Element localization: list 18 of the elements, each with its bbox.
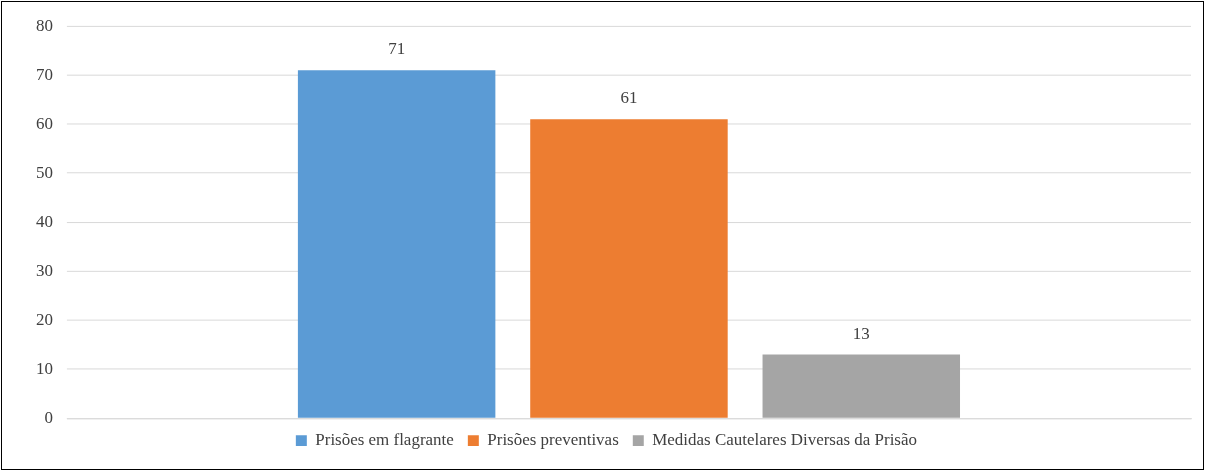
legend-label: Medidas Cautelares Diversas da Prisão [652,430,917,450]
y-tick-label: 30 [35,260,53,280]
y-tick-label: 50 [35,162,53,182]
y-tick-label: 60 [35,113,53,133]
y-tick-label: 70 [35,64,53,84]
bar [530,119,728,418]
data-label: 13 [852,323,870,343]
bar [297,70,496,418]
data-label: 61 [620,88,638,108]
data-label: 71 [388,39,406,59]
legend-label: Prisões preventivas [487,430,619,450]
bar [762,354,961,418]
y-tick-label: 10 [35,358,53,378]
y-tick-label: 40 [35,211,53,231]
legend-label: Prisões em flagrante [315,430,454,450]
y-tick-label: 20 [35,309,53,329]
y-tick-label: 0 [44,407,53,427]
y-tick-label: 80 [35,15,53,35]
